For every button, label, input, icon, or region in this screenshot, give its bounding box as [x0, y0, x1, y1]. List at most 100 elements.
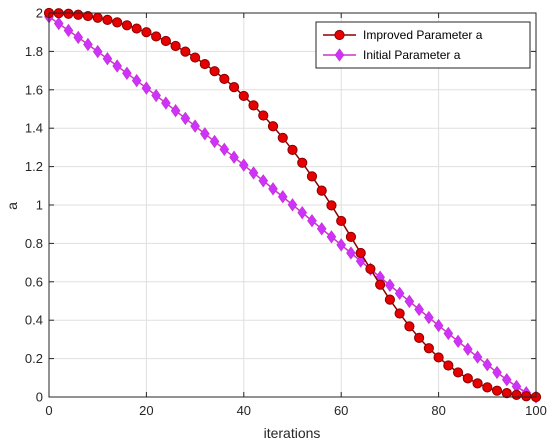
data-point [511, 389, 522, 400]
data-point [365, 263, 376, 275]
y-axis-label: a [4, 202, 20, 210]
y-axis-ticks: 0 0.2 0.4 0.6 0.8 1 1.2 1.4 1.6 1.8 2 [25, 6, 536, 405]
y-tick-label: 1.4 [25, 121, 43, 136]
data-point [131, 73, 142, 88]
data-point [336, 215, 347, 227]
y-tick-label: 0.2 [25, 351, 43, 366]
data-point [112, 59, 122, 73]
y-tick-label: 1.8 [25, 44, 43, 59]
data-point [521, 391, 532, 402]
data-point [491, 385, 503, 396]
legend-box [315, 21, 531, 69]
data-point [219, 142, 230, 157]
data-point [297, 157, 308, 168]
legend-marker [334, 29, 345, 41]
data-point [355, 247, 366, 259]
data-point [141, 27, 152, 38]
data-point [122, 66, 132, 80]
data-point [384, 294, 395, 305]
data-point [472, 378, 483, 389]
data-point [248, 166, 259, 180]
data-point [501, 388, 512, 399]
data-point [170, 40, 181, 52]
data-point [73, 30, 84, 45]
data-point [102, 52, 113, 66]
data-point [336, 238, 347, 252]
data-point [170, 104, 181, 118]
data-point [462, 373, 473, 384]
x-tick-label: 20 [139, 403, 153, 418]
data-point [82, 10, 94, 22]
x-tick-label: 80 [431, 403, 445, 418]
data-point [394, 286, 405, 301]
data-point [452, 367, 464, 378]
data-point [443, 360, 454, 371]
data-point [501, 373, 512, 387]
data-point [423, 343, 434, 354]
data-point [151, 31, 162, 42]
data-point [414, 302, 424, 317]
data-point [277, 190, 288, 204]
data-point [268, 182, 278, 196]
x-tick-label: 100 [525, 403, 547, 418]
data-point [267, 121, 279, 132]
y-tick-label: 0.8 [25, 236, 43, 251]
legend: Improved Parameter a Initial Parameter a [315, 21, 531, 69]
data-point [433, 352, 444, 363]
x-tick-label: 60 [334, 403, 348, 418]
data-point [238, 158, 249, 172]
data-point [228, 82, 240, 93]
data-point [287, 144, 298, 155]
data-point [385, 278, 395, 292]
data-point [112, 17, 123, 28]
data-point [443, 326, 454, 341]
data-point [482, 358, 493, 372]
data-point [394, 308, 405, 319]
data-point [463, 342, 473, 356]
data-point [326, 230, 337, 244]
data-point [326, 200, 337, 211]
x-tick-label: 40 [237, 403, 251, 418]
data-point [160, 35, 171, 47]
y-tick-label: 1.6 [25, 82, 43, 97]
data-point [151, 88, 161, 103]
y-tick-label: 2 [36, 6, 43, 21]
data-point [404, 321, 415, 332]
y-tick-label: 0.4 [25, 313, 43, 328]
data-point [180, 46, 191, 57]
data-point [219, 73, 230, 84]
data-point [161, 96, 171, 110]
data-point [63, 8, 74, 19]
data-point [346, 246, 356, 260]
data-point [102, 14, 113, 26]
data-point [472, 350, 483, 364]
data-point [306, 171, 318, 182]
data-point [209, 66, 220, 77]
data-point [316, 222, 327, 236]
data-point [258, 110, 269, 121]
y-tick-label: 1.2 [25, 159, 43, 174]
data-point [492, 365, 502, 380]
data-point [53, 16, 64, 31]
data-point [141, 81, 152, 95]
data-point [199, 58, 210, 70]
data-point [277, 132, 288, 143]
data-point [297, 205, 308, 220]
y-tick-label: 0 [36, 390, 43, 405]
data-point [258, 174, 269, 188]
data-point [229, 150, 239, 164]
data-point [287, 198, 298, 212]
data-point [190, 119, 200, 133]
data-point [209, 134, 220, 149]
y-tick-label: 1 [36, 198, 43, 213]
data-point [404, 294, 415, 309]
data-point [248, 100, 259, 111]
data-point [200, 127, 210, 141]
data-point [307, 214, 317, 228]
data-point [424, 310, 434, 325]
y-tick-label: 0.6 [25, 274, 43, 289]
data-point [73, 9, 84, 20]
data-point [92, 44, 103, 59]
data-point [482, 382, 493, 393]
